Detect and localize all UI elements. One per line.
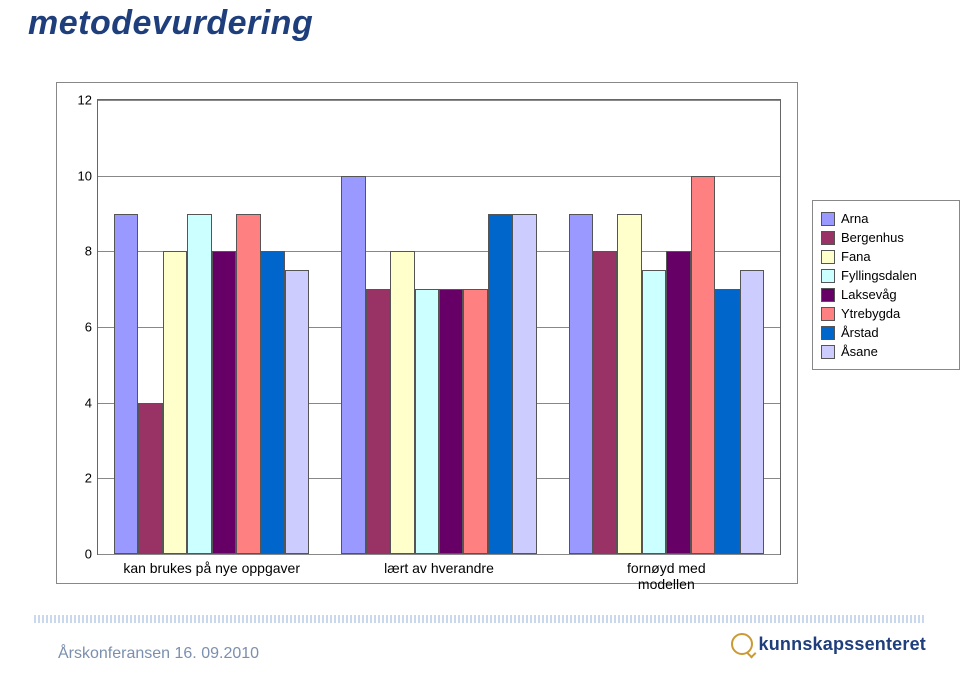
brand-name: kunnskapssenteret [759,634,926,655]
bar-åsane [285,270,309,554]
legend-item: Fyllingsdalen [821,268,951,283]
legend-label: Laksevåg [841,287,897,302]
bar-fana [617,214,641,555]
y-axis-tick: 2 [85,471,92,486]
legend-item: Arna [821,211,951,226]
chart-container: 0 2 4 6 8 10 12 kan brukes på nye oppgaver lært … [56,82,798,584]
legend-item: Årstad [821,325,951,340]
legend-swatch [821,250,835,264]
bar-laksevåg [439,289,463,554]
magnifier-icon [731,633,753,655]
bar-bergenhus [366,289,390,554]
legend-label: Åsane [841,344,878,359]
bar-fana [163,251,187,554]
legend-label: Årstad [841,325,879,340]
bar-åsane [740,270,764,554]
bar-fana [390,251,414,554]
y-axis-tick: 10 [78,168,92,183]
bar-ytrebygda [691,176,715,554]
bar-arna [114,214,138,555]
brand-logo: kunnskapssenteret [731,633,926,655]
bar-laksevåg [666,251,690,554]
bar-ytrebygda [463,289,487,554]
y-axis-tick: 12 [78,93,92,108]
footer-conference: Årskonferansen 16. 09.2010 [58,645,259,663]
legend-item: Åsane [821,344,951,359]
bar-årstad [715,289,739,554]
gridline [98,176,780,177]
page-title: metodevurdering [28,4,313,43]
y-axis-tick: 0 [85,547,92,562]
legend-label: Arna [841,211,868,226]
x-axis-label: fornøyd med modellen [609,560,723,592]
legend-swatch [821,288,835,302]
bar-fyllingsdalen [642,270,666,554]
y-axis-tick: 6 [85,320,92,335]
legend-item: Bergenhus [821,230,951,245]
bar-bergenhus [138,403,162,554]
bar-årstad [488,214,512,555]
legend-swatch [821,231,835,245]
legend-item: Fana [821,249,951,264]
chart-plot-inner [98,100,780,554]
bar-årstad [261,251,285,554]
legend-swatch [821,326,835,340]
bar-fyllingsdalen [415,289,439,554]
bar-ytrebygda [236,214,260,555]
gridline [98,554,780,555]
legend-swatch [821,307,835,321]
chart-plot-area: 024681012kan brukes på nye oppgaverlært … [97,99,781,555]
legend-label: Fyllingsdalen [841,268,917,283]
legend-swatch [821,269,835,283]
legend-item: Ytrebygda [821,306,951,321]
bar-bergenhus [593,251,617,554]
x-axis-label: kan brukes på nye oppgaver [123,560,300,576]
y-axis-tick: 4 [85,395,92,410]
bar-arna [341,176,365,554]
bar-åsane [512,214,536,555]
legend-label: Bergenhus [841,230,904,245]
legend-label: Fana [841,249,871,264]
chart-legend: Arna Bergenhus Fana Fyllingsdalen Laksevåg Yt… [812,200,960,370]
legend-swatch [821,212,835,226]
bar-laksevåg [212,251,236,554]
x-axis-label: lært av hverandre [384,560,494,576]
legend-label: Ytrebygda [841,306,900,321]
y-axis-tick: 8 [85,244,92,259]
bar-arna [569,214,593,555]
legend-item: Laksevåg [821,287,951,302]
bar-fyllingsdalen [187,214,211,555]
legend-swatch [821,345,835,359]
gridline [98,100,780,101]
footer-divider [34,615,926,623]
